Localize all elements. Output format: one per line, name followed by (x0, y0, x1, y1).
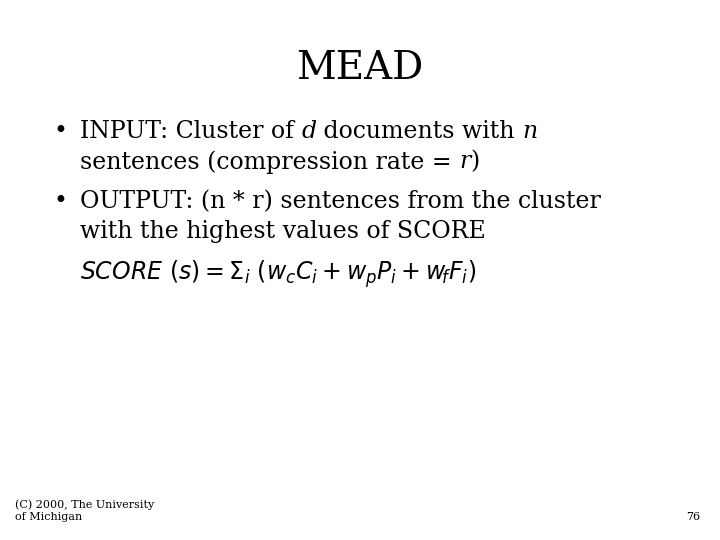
Text: INPUT: Cluster of: INPUT: Cluster of (80, 120, 302, 143)
Text: d: d (302, 120, 317, 143)
Text: r: r (459, 150, 470, 173)
Text: OUTPUT: (n * r) sentences from the cluster: OUTPUT: (n * r) sentences from the clust… (80, 190, 601, 213)
Text: •: • (53, 120, 67, 143)
Text: 76: 76 (686, 512, 700, 522)
Text: sentences (compression rate =: sentences (compression rate = (80, 150, 459, 173)
Text: (C) 2000, The University
of Michigan: (C) 2000, The University of Michigan (15, 500, 154, 522)
Text: documents with: documents with (317, 120, 523, 143)
Text: ): ) (470, 150, 480, 173)
Text: $\mathit{SCORE\ (s) = \Sigma_i\ (w_c C_i + w_p P_i + w_{\!f} F_i)}$: $\mathit{SCORE\ (s) = \Sigma_i\ (w_c C_i… (80, 258, 477, 289)
Text: •: • (53, 190, 67, 213)
Text: MEAD: MEAD (297, 50, 423, 87)
Text: with the highest values of SCORE: with the highest values of SCORE (80, 220, 486, 243)
Text: n: n (523, 120, 538, 143)
